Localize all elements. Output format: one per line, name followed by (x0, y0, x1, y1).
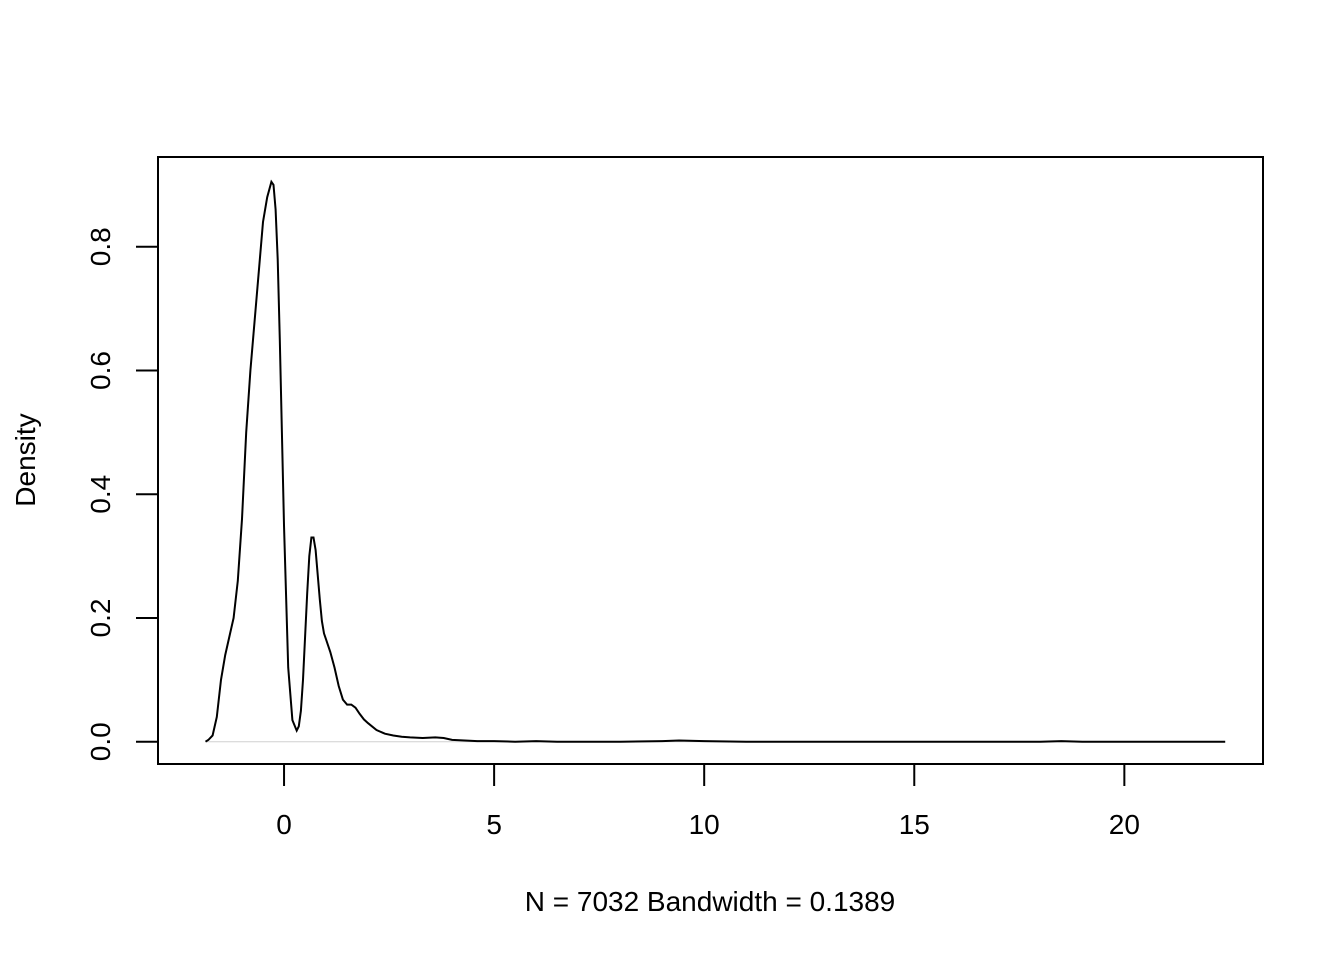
x-axis: 0 5 10 15 20 (276, 763, 1140, 840)
x-axis-label: N = 7032 Bandwidth = 0.1389 (525, 886, 896, 917)
y-tick-label: 0.6 (85, 351, 116, 390)
y-tick-label: 0.8 (85, 227, 116, 266)
y-axis-label: Density (10, 413, 41, 506)
x-tick-label: 15 (899, 809, 930, 840)
y-tick-label: 0.2 (85, 599, 116, 638)
y-axis: 0.0 0.2 0.4 0.6 0.8 (85, 227, 159, 761)
x-tick-label: 20 (1109, 809, 1140, 840)
y-tick-label: 0.4 (85, 475, 116, 514)
plot-box (157, 156, 1264, 765)
y-tick-label: 0.0 (85, 722, 116, 761)
x-tick-label: 5 (486, 809, 502, 840)
x-tick-label: 10 (689, 809, 720, 840)
density-curve (204, 179, 1226, 743)
x-tick-label: 0 (276, 809, 292, 840)
